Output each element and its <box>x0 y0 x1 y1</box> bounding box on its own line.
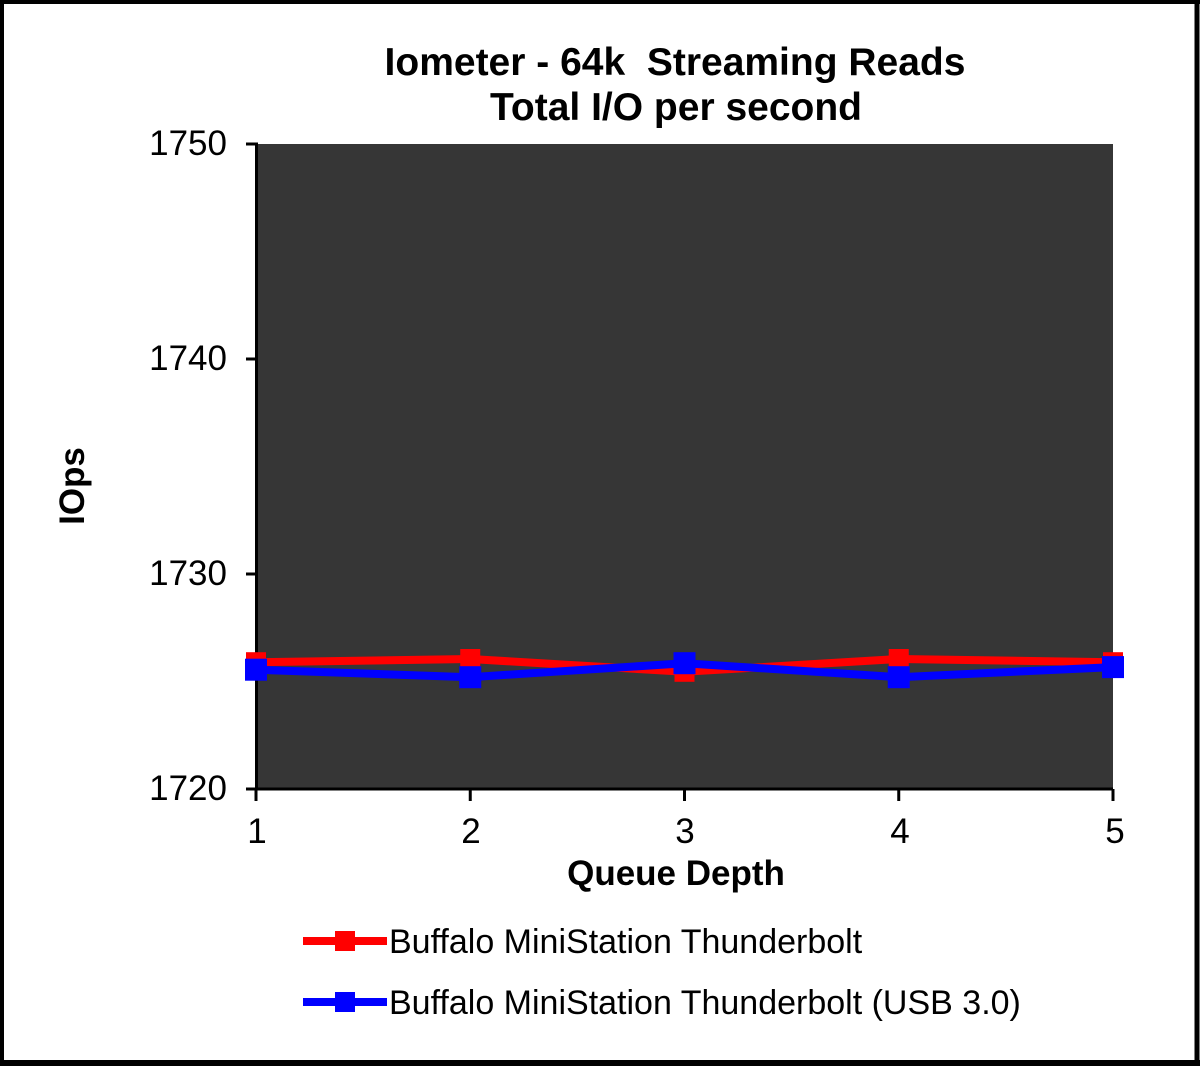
svg-text:Buffalo MiniStation Thunderbol: Buffalo MiniStation Thunderbolt (USB 3.0… <box>389 984 1021 1022</box>
svg-text:1750: 1750 <box>149 124 227 163</box>
svg-text:4: 4 <box>890 812 909 851</box>
svg-text:1: 1 <box>247 812 266 851</box>
svg-text:1720: 1720 <box>149 769 227 808</box>
svg-text:Total I/O per second: Total I/O per second <box>490 86 862 129</box>
svg-text:Queue Depth: Queue Depth <box>567 854 785 893</box>
svg-text:2: 2 <box>461 812 480 851</box>
svg-text:Buffalo MiniStation Thunderbol: Buffalo MiniStation Thunderbolt <box>389 923 863 961</box>
svg-text:1740: 1740 <box>149 339 227 378</box>
svg-text:3: 3 <box>675 812 694 851</box>
svg-text:Iometer - 64k Streaming Reads: Iometer - 64k Streaming Reads <box>385 41 966 84</box>
svg-text:1730: 1730 <box>149 554 227 593</box>
svg-text:5: 5 <box>1105 812 1124 851</box>
svg-text:IOps: IOps <box>53 447 92 525</box>
